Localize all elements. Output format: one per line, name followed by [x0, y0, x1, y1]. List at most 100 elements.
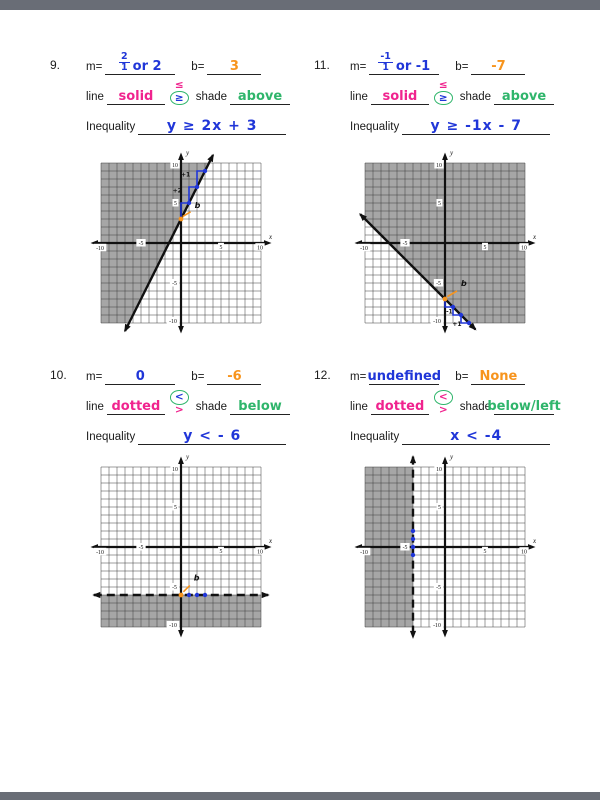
svg-text:-10: -10 — [360, 550, 368, 556]
inequality-row: Inequality y ≥ -1x - 7 — [314, 107, 572, 135]
graph-problem-10: x y -10 -5 5 10 10 5 -5 -10 b — [90, 455, 273, 638]
b-answer-blank: 3 — [207, 50, 262, 75]
problem-12: 12. m= undefined b= None line dotted < > … — [314, 357, 572, 447]
svg-text:+2: +2 — [173, 188, 182, 195]
symbol-option-top: ≤ — [438, 79, 448, 91]
symbol-option-bottom: ≥ — [169, 90, 189, 105]
svg-text:5: 5 — [174, 201, 177, 207]
problem-number: 9. — [50, 58, 61, 72]
graph-problem-11: x y -10 -5 5 10 10 5 -5 -10 b -1 +1 — [354, 151, 537, 334]
inequality-symbol-choices: < > — [433, 390, 453, 416]
svg-text:-5: -5 — [403, 545, 408, 551]
svg-text:y: y — [449, 455, 454, 461]
m-label: m= — [86, 371, 103, 383]
svg-text:+1: +1 — [181, 172, 190, 179]
problem-9: 9. m= 2 1 or 2 b= 3 line solid ≤ ≥ shade ab… — [50, 47, 308, 137]
line-label: line — [350, 91, 368, 103]
b-label: b= — [191, 61, 205, 73]
m-b-row: 11. m= -1 1 or -1 b= -7 — [314, 47, 572, 75]
svg-text:y: y — [185, 455, 190, 461]
slope-fraction: -1 1 — [378, 51, 393, 74]
svg-text:-5: -5 — [172, 585, 177, 591]
viewer-bottom-bar — [0, 792, 600, 800]
inequality-symbol-choices: < > — [169, 390, 189, 416]
m-label: m= — [350, 371, 367, 383]
line-label: line — [86, 91, 104, 103]
symbol-option-bottom: ≥ — [433, 90, 453, 105]
inequality-symbol-choices: ≤ ≥ — [169, 79, 189, 105]
line-label: line — [350, 401, 368, 413]
svg-text:b: b — [194, 574, 200, 583]
b-answer-blank: -7 — [471, 50, 526, 75]
symbol-option-top: ≤ — [174, 79, 184, 91]
svg-text:5: 5 — [484, 245, 487, 251]
line-shade-row: line solid ≤ ≥ shade above — [50, 77, 308, 105]
shade-answer-blank: above — [230, 80, 291, 105]
symbol-option-bottom: > — [438, 403, 448, 416]
svg-text:+1: +1 — [452, 321, 461, 328]
shade-label: shade — [459, 91, 492, 103]
inequality-label: Inequality — [350, 431, 400, 443]
b-answer-blank: None — [471, 360, 526, 385]
svg-text:10: 10 — [172, 467, 178, 473]
svg-text:-10: -10 — [433, 319, 441, 325]
line-shade-row: line dotted < > shade below/left — [314, 387, 572, 415]
m-answer-blank: 0 — [105, 360, 176, 385]
svg-text:10: 10 — [257, 549, 263, 555]
m-answer-blank: -1 1 or -1 — [369, 50, 440, 75]
line-answer-blank: solid — [106, 80, 165, 105]
svg-text:x: x — [268, 233, 273, 241]
line-answer-blank: solid — [370, 80, 429, 105]
svg-text:b: b — [195, 201, 201, 210]
line-answer-blank: dotted — [370, 390, 429, 415]
inequality-answer-blank: x < -4 — [402, 420, 551, 445]
inequality-row: Inequality y < - 6 — [50, 417, 308, 445]
b-answer-blank: -6 — [207, 360, 262, 385]
svg-text:-10: -10 — [96, 550, 104, 556]
problem-number: 12. — [314, 368, 331, 382]
svg-text:5: 5 — [438, 201, 441, 207]
shade-answer-blank: below — [230, 390, 291, 415]
svg-text:-10: -10 — [433, 623, 441, 629]
svg-text:y: y — [185, 151, 190, 157]
problem-11: 11. m= -1 1 or -1 b= -7 line solid ≤ ≥ shad… — [314, 47, 572, 137]
b-label: b= — [455, 61, 469, 73]
svg-text:10: 10 — [521, 549, 527, 555]
svg-text:5: 5 — [220, 245, 223, 251]
inequality-answer-blank: y ≥ 2x + 3 — [138, 110, 287, 135]
inequality-answer-blank: y < - 6 — [138, 420, 287, 445]
svg-text:-5: -5 — [172, 281, 177, 287]
symbol-option-top: < — [433, 390, 453, 405]
svg-text:5: 5 — [484, 549, 487, 555]
svg-text:-1: -1 — [446, 308, 453, 315]
problem-number: 10. — [50, 368, 67, 382]
svg-text:5: 5 — [174, 505, 177, 511]
b-label: b= — [191, 371, 205, 383]
shade-label: shade — [195, 401, 228, 413]
inequality-symbol-choices: ≤ ≥ — [433, 79, 453, 105]
svg-text:x: x — [532, 233, 537, 241]
svg-text:5: 5 — [438, 505, 441, 511]
line-label: line — [86, 401, 104, 413]
svg-text:-10: -10 — [96, 246, 104, 252]
problem-10: 10. m= 0 b= -6 line dotted < > shade belo… — [50, 357, 308, 447]
svg-text:x: x — [268, 537, 273, 545]
symbol-option-bottom: > — [174, 403, 184, 416]
inequality-label: Inequality — [350, 121, 400, 133]
m-label: m= — [86, 61, 103, 73]
m-b-row: 12. m= undefined b= None — [314, 357, 572, 385]
viewer-top-bar — [0, 0, 600, 10]
shade-answer-blank: below/left — [487, 390, 561, 415]
svg-text:10: 10 — [521, 245, 527, 251]
svg-text:-5: -5 — [436, 585, 441, 591]
svg-text:x: x — [532, 537, 537, 545]
inequality-row: Inequality x < -4 — [314, 417, 572, 445]
shade-answer-blank: above — [494, 80, 555, 105]
inequality-row: Inequality y ≥ 2x + 3 — [50, 107, 308, 135]
svg-text:-10: -10 — [169, 319, 177, 325]
problem-number: 11. — [314, 58, 330, 72]
b-label: b= — [455, 371, 469, 383]
line-shade-row: line dotted < > shade below — [50, 387, 308, 415]
shade-label: shade — [459, 401, 492, 413]
